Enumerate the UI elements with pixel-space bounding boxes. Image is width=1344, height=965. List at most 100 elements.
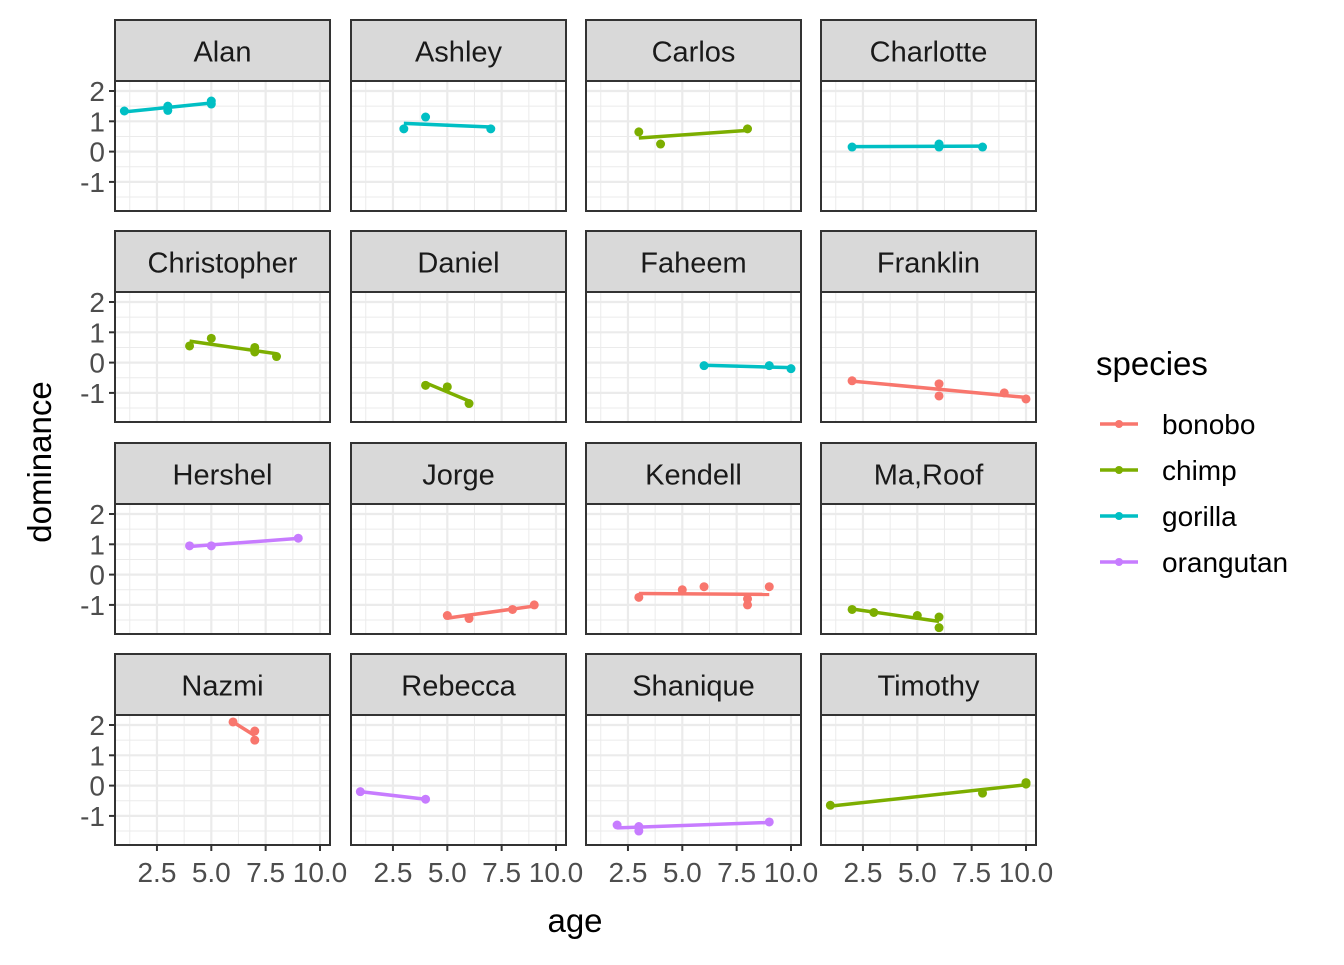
data-point — [765, 817, 774, 826]
x-tick-label: 2.5 — [843, 857, 882, 888]
facet-panel: Daniel — [351, 231, 566, 422]
x-tick-label: 10.0 — [999, 857, 1054, 888]
panel-background — [115, 715, 330, 845]
y-axis-title: dominance — [21, 381, 58, 542]
data-point — [421, 795, 430, 804]
legend-item-orangutan: orangutan — [1100, 547, 1288, 578]
legend-label: chimp — [1162, 455, 1237, 486]
data-point — [913, 611, 922, 620]
facet-label: Shanique — [632, 671, 755, 703]
x-tick-label: 10.0 — [764, 857, 819, 888]
y-tick-label: -1 — [80, 590, 105, 621]
data-point — [272, 352, 281, 361]
data-point — [486, 124, 495, 133]
data-point — [207, 100, 216, 109]
panel-background — [351, 81, 566, 211]
facet-panel: Jorge — [351, 443, 566, 634]
data-point — [634, 827, 643, 836]
panel-background — [821, 292, 1036, 422]
fit-line — [704, 365, 791, 367]
y-tick-label: 0 — [89, 771, 105, 802]
data-point — [634, 593, 643, 602]
data-point — [120, 107, 129, 116]
facet-label: Alan — [193, 37, 251, 69]
data-point — [765, 361, 774, 370]
data-point — [207, 334, 216, 343]
y-tick-label: 0 — [89, 560, 105, 591]
data-point — [700, 582, 709, 591]
x-tick-label: 2.5 — [608, 857, 647, 888]
data-point — [787, 364, 796, 373]
panel-background — [821, 715, 1036, 845]
data-point — [356, 787, 365, 796]
x-tick-label: 5.0 — [663, 857, 702, 888]
y-tick-label: 0 — [89, 137, 105, 168]
data-point — [656, 140, 665, 149]
x-tick-label: 10.0 — [293, 857, 348, 888]
data-point — [1022, 780, 1031, 789]
legend-item-chimp: chimp — [1100, 455, 1237, 486]
y-tick-label: 1 — [89, 317, 105, 348]
facet-label: Rebecca — [401, 671, 516, 703]
data-point — [294, 534, 303, 543]
data-point — [443, 611, 452, 620]
y-tick-label: 1 — [89, 740, 105, 771]
data-point — [399, 124, 408, 133]
data-point — [700, 361, 709, 370]
facet-label: Daniel — [417, 248, 499, 280]
facet-label: Nazmi — [181, 671, 263, 703]
x-tick-label: 10.0 — [529, 857, 584, 888]
data-point — [613, 821, 622, 830]
y-tick-label: 2 — [89, 499, 105, 530]
data-point — [250, 348, 259, 357]
data-point — [185, 541, 194, 550]
facet-label: Carlos — [652, 37, 736, 69]
data-point — [229, 717, 238, 726]
panel-background — [351, 715, 566, 845]
data-point — [465, 399, 474, 408]
data-point — [935, 391, 944, 400]
data-point — [743, 600, 752, 609]
facet-label: Charlotte — [870, 37, 988, 69]
y-tick-label: 2 — [89, 710, 105, 741]
data-point — [935, 623, 944, 632]
legend-key-point — [1115, 420, 1123, 428]
data-point — [678, 585, 687, 594]
data-point — [978, 789, 987, 798]
data-point — [421, 113, 430, 122]
facet-label: Christopher — [148, 248, 298, 280]
data-point — [765, 582, 774, 591]
data-point — [848, 605, 857, 614]
legend-key-point — [1115, 558, 1123, 566]
data-point — [443, 382, 452, 391]
facet-panel: Franklin — [821, 231, 1036, 422]
legend-item-gorilla: gorilla — [1100, 501, 1237, 532]
facet-label: Kendell — [645, 460, 742, 492]
y-tick-label: 0 — [89, 348, 105, 379]
panel-background — [586, 504, 801, 634]
data-point — [163, 106, 172, 115]
fit-line — [639, 594, 769, 595]
legend-key-point — [1115, 466, 1123, 474]
panel-background — [115, 504, 330, 634]
y-tick-label: -1 — [80, 167, 105, 198]
facet-label: Faheem — [640, 248, 746, 280]
x-tick-label: 7.5 — [952, 857, 991, 888]
facet-panel: Faheem — [586, 231, 801, 422]
y-tick-label: 2 — [89, 287, 105, 318]
data-point — [869, 608, 878, 617]
data-point — [250, 727, 259, 736]
y-tick-label: 1 — [89, 529, 105, 560]
data-point — [935, 613, 944, 622]
data-point — [1000, 388, 1009, 397]
data-point — [250, 736, 259, 745]
legend-title: species — [1096, 345, 1208, 382]
panel-background — [115, 292, 330, 422]
facet-label: Timothy — [877, 671, 980, 703]
